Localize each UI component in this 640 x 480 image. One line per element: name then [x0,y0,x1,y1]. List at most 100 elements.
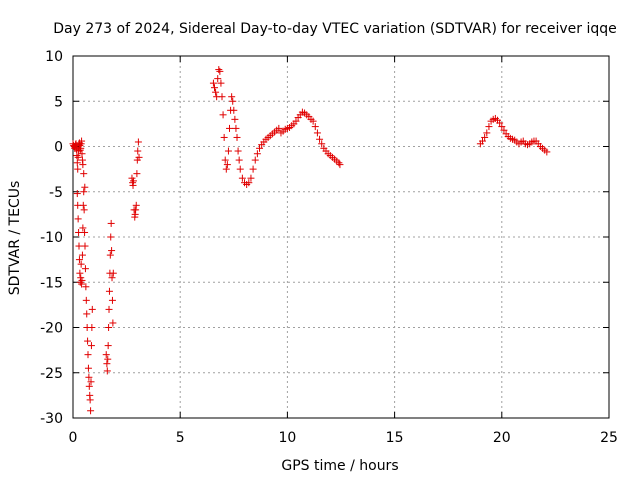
data-point [216,67,224,75]
data-point [229,97,237,105]
data-point [228,93,236,101]
data-point [313,129,321,137]
data-point [73,159,81,167]
chart-title: Day 273 of 2024, Sidereal Day-to-day VTE… [53,21,617,37]
data-point [102,351,110,359]
data-point [215,66,223,74]
data-point [275,124,283,132]
data-point [292,117,300,125]
y-tick-label: -10 [40,230,63,246]
data-point [85,382,93,390]
data-point [78,276,86,284]
data-point [256,144,264,152]
data-point [249,165,257,173]
data-point [107,219,115,227]
data-point [211,84,219,92]
data-point [75,242,83,250]
data-point [78,251,86,259]
data-point [74,153,82,161]
data-point [104,355,112,363]
data-point [247,174,255,182]
data-point [335,159,343,167]
data-point [73,152,81,160]
data-point [253,150,261,158]
y-tick-label: -5 [49,185,63,201]
data-point [483,129,491,137]
data-point [85,373,93,381]
data-point [80,188,88,196]
data-point [78,150,86,158]
data-point [81,183,89,191]
data-point [496,119,504,127]
data-point [214,75,222,83]
data-point [79,224,87,232]
data-point [75,256,83,264]
y-tick-label: -15 [40,275,63,291]
data-point [238,174,246,182]
data-point [80,170,88,178]
data-point [235,156,243,164]
data-point [233,133,241,141]
data-point [223,161,231,169]
plot-frame [72,55,610,419]
data-point [129,177,137,185]
data-point [79,201,87,209]
data-point [222,165,230,173]
data-point [87,407,95,415]
y-tick-label: 10 [45,49,63,65]
data-point [105,287,113,295]
data-point [481,133,489,141]
data-point [209,79,217,87]
data-point [103,367,111,375]
data-point [106,251,114,259]
data-point [316,135,324,143]
data-point [81,242,89,250]
data-point [134,138,142,146]
grid [73,56,609,418]
x-tick-label: 20 [493,430,511,446]
data-point [218,93,226,101]
data-point [318,140,326,148]
y-tick-label: -30 [40,411,63,427]
data-point [230,106,238,114]
data-point [132,206,140,214]
data-point [103,360,111,368]
data-point [220,133,228,141]
data-point [311,123,319,131]
data-point [479,137,487,145]
data-point [84,351,92,359]
data-point [79,161,87,169]
data-point [81,228,89,236]
data-point [108,247,116,255]
data-point [75,228,83,236]
data-point [221,156,229,164]
data-points [69,66,551,415]
data-point [133,170,141,178]
data-point [73,190,81,198]
data-point [498,123,506,131]
data-point [109,269,117,277]
x-tick-label: 5 [176,430,185,446]
data-point [108,296,116,304]
data-point [87,342,95,350]
axis-ticks: 0 5 10 15 20 25 -30 -25 -20 -15 -10 -5 0 5 10 [40,49,618,446]
data-point [80,206,88,214]
data-point [109,319,117,327]
data-point [224,147,232,155]
data-point [236,165,244,173]
data-point [309,117,317,125]
data-point [86,396,94,404]
data-point [82,283,90,291]
data-point [74,215,82,223]
data-point [88,305,96,313]
data-point [500,126,508,134]
data-point [108,274,116,282]
data-point [76,269,84,277]
data-point [132,201,140,209]
y-tick-label: 5 [54,94,63,110]
data-point [135,153,143,161]
data-point [74,165,82,173]
x-axis-label: GPS time / hours [281,458,398,474]
data-point [84,364,92,372]
data-point [226,124,234,132]
